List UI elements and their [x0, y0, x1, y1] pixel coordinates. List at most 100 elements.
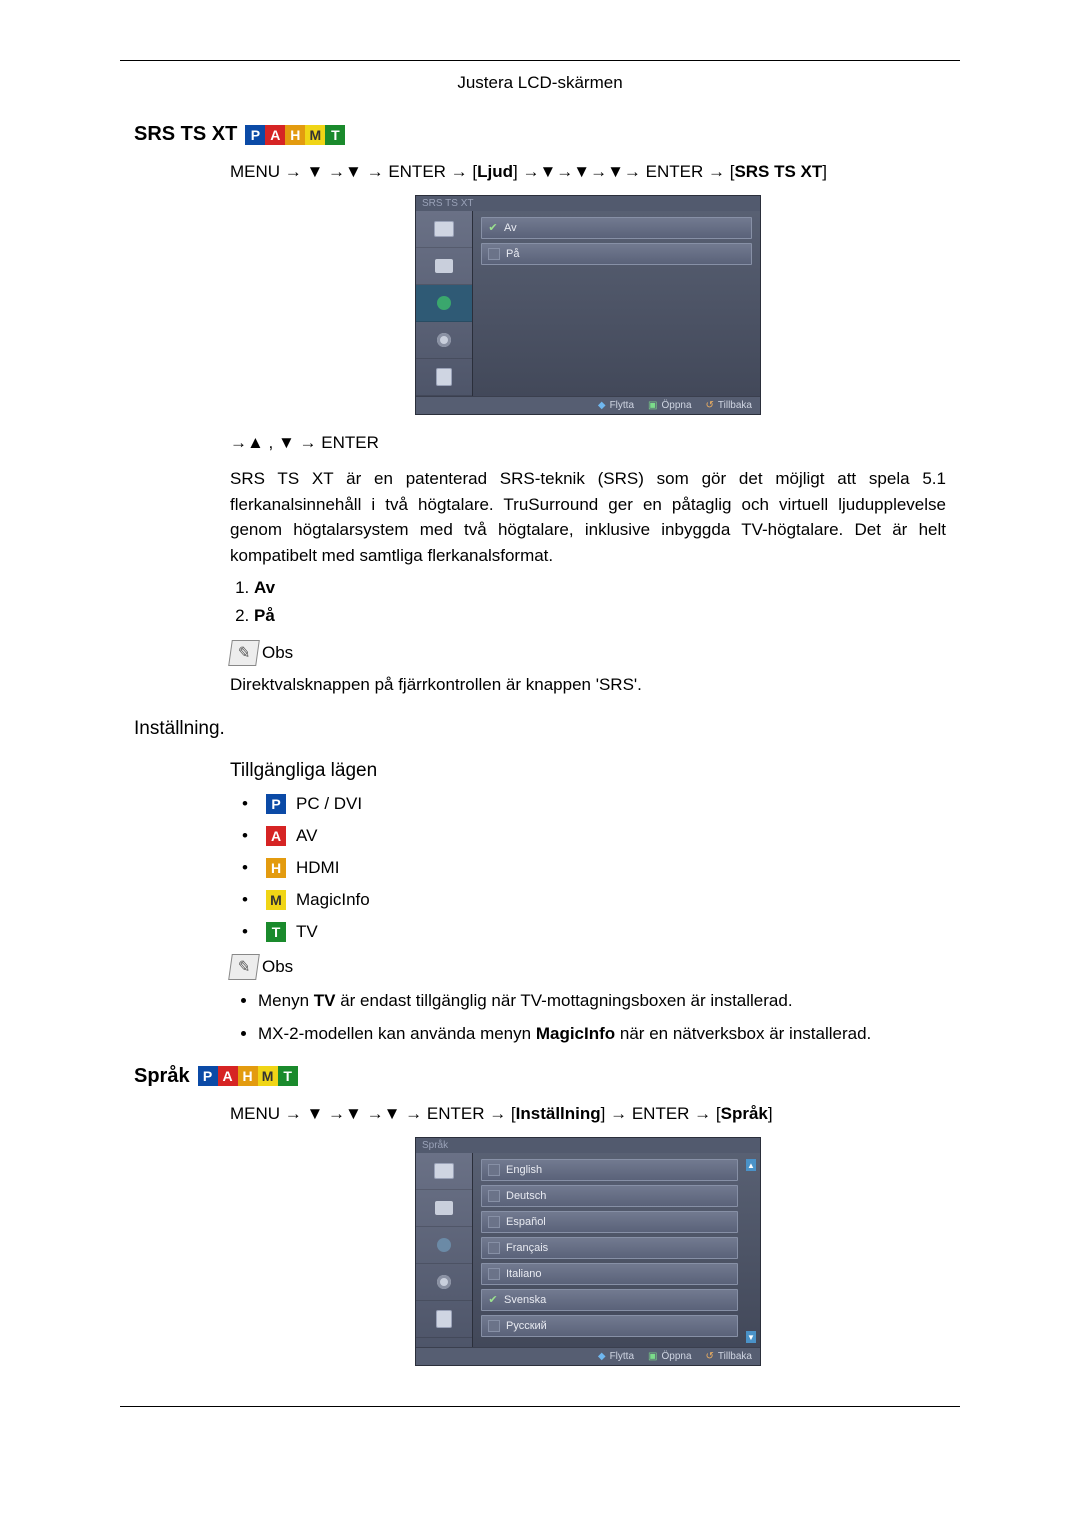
enter-icon: ▣ — [648, 400, 657, 411]
badge-m-icon: M — [258, 1066, 278, 1086]
b2b: MagicInfo — [536, 1024, 615, 1043]
srs-option-1: Av — [254, 578, 946, 598]
osd-back-label: Tillbaka — [718, 1351, 752, 1362]
inst-block: Tillgängliga lägen PPC / DVI AAV HHDMI M… — [134, 760, 946, 1047]
sprak-lang-label: Svenska — [504, 1294, 546, 1306]
return-icon: ↺ — [706, 1351, 714, 1362]
sprak-osd: Språk English Deutsch Español Français Itali… — [415, 1137, 761, 1366]
sprak-osd-row[interactable]: Italiano — [481, 1263, 738, 1285]
osd-side-picture-icon[interactable] — [416, 211, 472, 248]
srs-nav-d: SRS TS XT — [734, 162, 822, 181]
osd-move-label: Flytta — [610, 400, 634, 411]
osd-side-multi-icon[interactable] — [416, 1301, 472, 1338]
sprak-nav-e: ] — [768, 1104, 773, 1123]
mode-tv: T TV — [242, 922, 946, 942]
srs-nav-c: ] →▼→▼→▼→ ENTER → [ — [513, 162, 734, 181]
sprak-lang-label: Deutsch — [506, 1190, 546, 1202]
srs-osd-row-pa[interactable]: På — [481, 243, 752, 265]
srs-note-text: Direktvalsknappen på fjärrkontrollen är … — [230, 672, 946, 698]
sprak-osd-row[interactable]: Русский — [481, 1315, 738, 1337]
mode-tv-label: TV — [296, 922, 318, 942]
osd-side-input-icon[interactable] — [416, 248, 472, 285]
enter-icon: ▣ — [648, 1351, 657, 1362]
sprak-osd-main: English Deutsch Español Français Italiano ✔ Sv… — [473, 1153, 760, 1347]
sprak-osd-row[interactable]: ✔ Svenska — [481, 1289, 738, 1311]
osd-open-label: Öppna — [661, 1351, 691, 1362]
inst-title: Inställning. — [134, 718, 946, 740]
sprak-osd-row[interactable]: Español — [481, 1211, 738, 1233]
osd-side-input-icon[interactable] — [416, 1190, 472, 1227]
sprak-nav-d: Språk — [721, 1104, 768, 1123]
sprak-osd-row[interactable]: Français — [481, 1237, 738, 1259]
sprak-osd-title: Språk — [416, 1138, 760, 1153]
srs-osd-sidebar — [416, 211, 473, 396]
scroll-down-icon[interactable]: ▼ — [746, 1331, 756, 1343]
inst-note-list: Menyn TV är endast tillgänglig när TV-mo… — [230, 988, 946, 1047]
sprak-lang-label: Italiano — [506, 1268, 541, 1280]
srs-options-list: Av På — [230, 578, 946, 626]
srs-osd-av-label: Av — [504, 222, 517, 234]
srs-osd: SRS TS XT ✔ Av — [415, 195, 761, 415]
badge-t-icon: T — [266, 922, 286, 942]
osd-back: ↺ Tillbaka — [706, 1351, 752, 1362]
sprak-osd-footer: ◆Flytta ▣Öppna ↺Tillbaka — [416, 1347, 760, 1365]
sprak-nav-b: Inställning — [516, 1104, 601, 1123]
sprak-osd-row[interactable]: Deutsch — [481, 1185, 738, 1207]
header-rule — [120, 60, 960, 61]
srs-osd-main: ✔ Av På — [473, 211, 760, 396]
osd-open: ▣Öppna — [648, 400, 691, 411]
badge-p-icon: P — [245, 125, 265, 145]
srs-nav-a: MENU → ▼ →▼ → ENTER → [ — [230, 162, 477, 181]
srs-option-1-label: Av — [254, 578, 275, 597]
srs-option-2-label: På — [254, 606, 275, 625]
srs-osd-body: ✔ Av På — [416, 211, 760, 396]
inst-note-2: MX-2-modellen kan använda menyn MagicInf… — [258, 1021, 946, 1047]
osd-side-multi-icon[interactable] — [416, 359, 472, 396]
sprak-osd-row[interactable]: English — [481, 1159, 738, 1181]
osd-side-sound-icon[interactable] — [416, 1227, 472, 1264]
osd-side-picture-icon[interactable] — [416, 1153, 472, 1190]
b1a: Menyn — [258, 991, 314, 1010]
box-icon — [488, 1216, 500, 1228]
badge-p-icon: P — [198, 1066, 218, 1086]
srs-option-2: På — [254, 606, 946, 626]
b1b: TV — [314, 991, 336, 1010]
srs-osd-row-av[interactable]: ✔ Av — [481, 217, 752, 239]
box-icon — [488, 1268, 500, 1280]
mode-av-label: AV — [296, 826, 317, 846]
sprak-nav-a: MENU → ▼ →▼ →▼ → ENTER → [ — [230, 1104, 516, 1123]
page: Justera LCD-skärmen SRS TS XT P A H M T … — [0, 0, 1080, 1487]
badge-a-icon: A — [218, 1066, 238, 1086]
badge-h-icon: H — [238, 1066, 258, 1086]
diamond-icon: ◆ — [598, 400, 606, 411]
badge-a-icon: A — [266, 826, 286, 846]
sprak-mode-badges: P A H M T — [198, 1066, 298, 1086]
badge-p-icon: P — [266, 794, 286, 814]
mode-pc-dvi: PPC / DVI — [242, 794, 946, 814]
sprak-lang-label: Español — [506, 1216, 546, 1228]
inst-note-1: Menyn TV är endast tillgänglig när TV-mo… — [258, 988, 946, 1014]
srs-note-header: ✎ Obs — [230, 640, 946, 666]
badge-h-icon: H — [266, 858, 286, 878]
osd-side-setup-icon[interactable] — [416, 1264, 472, 1301]
box-icon — [488, 1164, 500, 1176]
box-icon — [488, 248, 500, 260]
page-header: Justera LCD-skärmen — [0, 73, 1080, 93]
srs-osd-title: SRS TS XT — [416, 196, 760, 211]
scroll-up-icon[interactable]: ▲ — [746, 1159, 756, 1171]
sprak-title: Språk — [134, 1065, 190, 1088]
inst-note-header: ✎ Obs — [230, 954, 946, 980]
mode-magicinfo: MMagicInfo — [242, 890, 946, 910]
b2c: när en nätverksbox är installerad. — [615, 1024, 871, 1043]
badge-a-icon: A — [265, 125, 285, 145]
check-icon: ✔ — [488, 1295, 498, 1306]
mode-hdmi-label: HDMI — [296, 858, 339, 878]
osd-side-setup-icon[interactable] — [416, 322, 472, 359]
inst-note-label: Obs — [262, 957, 293, 977]
note-icon: ✎ — [228, 954, 260, 980]
osd-side-sound-icon[interactable] — [416, 285, 472, 322]
osd-scrollbar[interactable]: ▲ ▼ — [746, 1159, 756, 1343]
srs-title: SRS TS XT — [134, 123, 237, 146]
srs-mode-badges: P A H M T — [245, 125, 345, 145]
box-icon — [488, 1320, 500, 1332]
